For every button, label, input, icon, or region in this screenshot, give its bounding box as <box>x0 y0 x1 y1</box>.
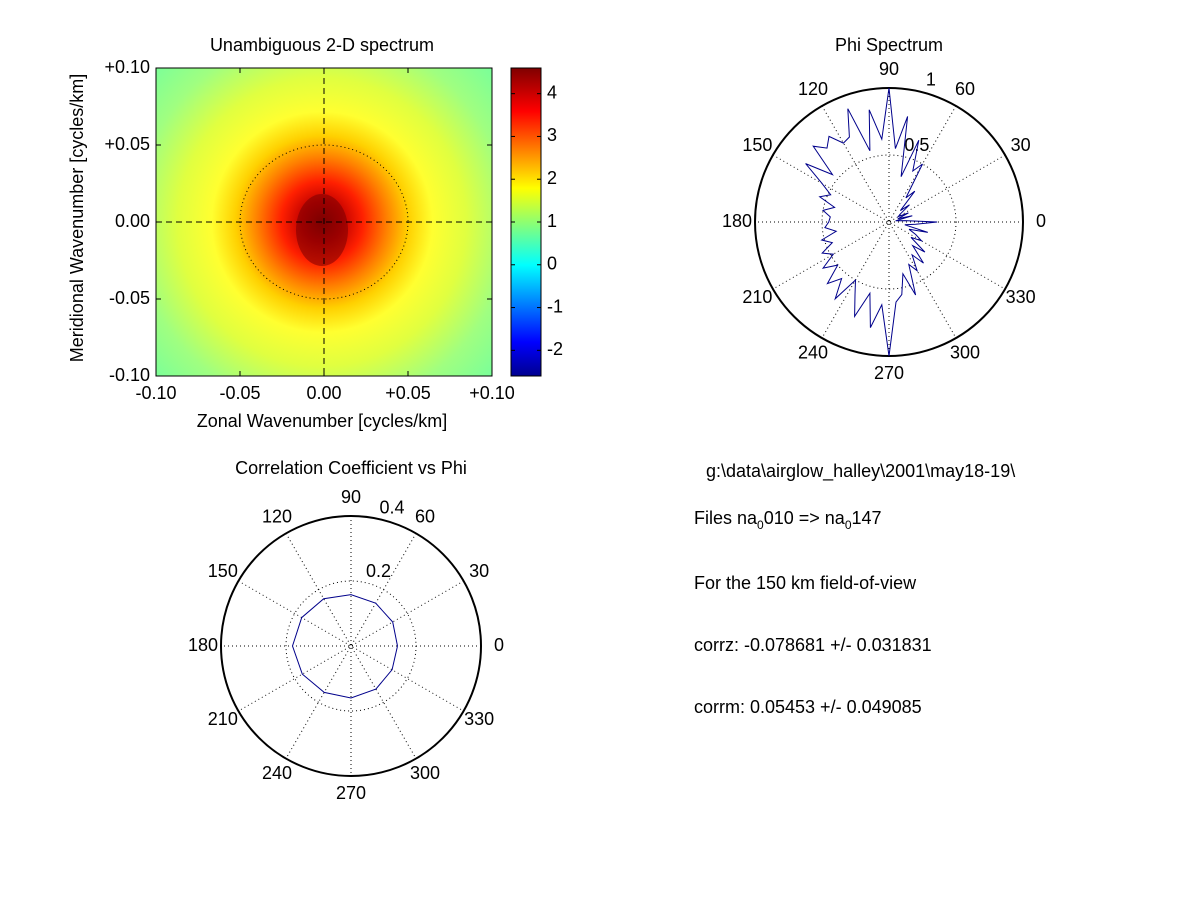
polar-grid-circle <box>821 154 957 290</box>
polar-angle-label: 240 <box>262 763 292 783</box>
polar-angle-label: 270 <box>336 783 366 803</box>
polar-radial-label: 0.5 <box>904 135 929 155</box>
polar-angle-label: 300 <box>950 342 980 362</box>
polar-series-line <box>805 87 938 357</box>
colorbar-tick-label: 4 <box>547 82 557 102</box>
colorbar-tick-label: 2 <box>547 168 557 188</box>
polar-spoke <box>772 154 1006 290</box>
polar-radial-label: 1 <box>926 70 936 90</box>
polar-angle-label: 60 <box>415 507 435 527</box>
phi-spectrum-title: Phi Spectrum <box>835 35 943 55</box>
heatmap-ylabel: Meridional Wavenumber [cycles/km] <box>67 74 87 362</box>
polar-spoke <box>821 105 957 339</box>
colorbar <box>510 67 542 377</box>
heatmap-dotted-circle <box>239 144 409 300</box>
polar-angle-label: 240 <box>798 342 828 362</box>
polar-angle-label: 150 <box>208 561 238 581</box>
polar-angle-label: 210 <box>742 287 772 307</box>
polar-angle-label: 150 <box>742 135 772 155</box>
polar-angle-label: 330 <box>464 709 494 729</box>
correlation-title: Correlation Coefficient vs Phi <box>235 458 467 478</box>
polar-angle-label: 90 <box>879 59 899 79</box>
heatmap-y-tick-label: +0.10 <box>104 57 150 77</box>
polar-angle-label: 30 <box>1011 135 1031 155</box>
polar-radial-label: 0.2 <box>366 561 391 581</box>
polar-spoke <box>238 580 464 712</box>
heatmap-panel: Unambiguous 2-D spectrum -0.10 -0.05 0.00 +… <box>67 35 563 431</box>
heatmap-xlabel: Zonal Wavenumber [cycles/km] <box>197 411 447 431</box>
polar-angle-label: 0 <box>494 635 504 655</box>
phi-spectrum-panel: Phi Spectrum 0 30 60 90 120 150 180 210 240 270 30… <box>722 35 1046 383</box>
polar-spoke <box>285 533 417 759</box>
polar-angle-label: 30 <box>469 561 489 581</box>
colorbar-tick-label: 1 <box>547 211 557 231</box>
polar-angle-label: 120 <box>262 507 292 527</box>
heatmap-y-tick-label: 0.00 <box>115 211 150 231</box>
heatmap-x-tick-label: -0.10 <box>135 383 176 403</box>
polar-angle-label: 180 <box>188 635 218 655</box>
polar-angle-label: 300 <box>410 763 440 783</box>
heatmap-x-tick-label: 0.00 <box>306 383 341 403</box>
colorbar-tick-label: 3 <box>547 125 557 145</box>
polar-radial-label: 0.4 <box>380 498 405 518</box>
polar-angle-label: 60 <box>955 79 975 99</box>
polar-angle-label: 90 <box>341 487 361 507</box>
polar-angle-label: 270 <box>874 363 904 383</box>
polar-angle-label: 120 <box>798 79 828 99</box>
correlation-panel: Correlation Coefficient vs Phi 0 30 60 90 12… <box>188 458 504 803</box>
heatmap-y-ticks: +0.10 +0.05 0.00 -0.05 -0.10 <box>104 57 492 385</box>
heatmap-x-tick-label: +0.05 <box>385 383 431 403</box>
polar-spoke <box>821 105 957 339</box>
colorbar-tick-label: 0 <box>547 254 557 274</box>
colorbar-tick-label: -1 <box>547 296 563 316</box>
polar-series-line <box>291 594 398 699</box>
polar-spoke <box>772 154 1006 290</box>
polar-spoke <box>285 533 417 759</box>
heatmap-x-ticks: -0.10 -0.05 0.00 +0.05 +0.10 <box>135 68 515 403</box>
heatmap-y-tick-label: +0.05 <box>104 134 150 154</box>
heatmap-x-tick-label: -0.05 <box>219 383 260 403</box>
colorbar-tick-label: -2 <box>547 339 563 359</box>
polar-angle-label: 180 <box>722 211 752 231</box>
heatmap-y-tick-label: -0.05 <box>109 288 150 308</box>
heatmap-y-tick-label: -0.10 <box>109 365 150 385</box>
heatmap-x-tick-label: +0.10 <box>469 383 515 403</box>
polar-angle-label: 210 <box>208 709 238 729</box>
polar-spoke <box>238 580 464 712</box>
heatmap-title: Unambiguous 2-D spectrum <box>210 35 434 55</box>
polar-angle-label: 0 <box>1036 211 1046 231</box>
heatmap-peak <box>296 194 348 266</box>
colorbar-ticks: 4 3 2 1 0 -1 -2 <box>511 82 563 359</box>
polar-angle-label: 330 <box>1006 287 1036 307</box>
